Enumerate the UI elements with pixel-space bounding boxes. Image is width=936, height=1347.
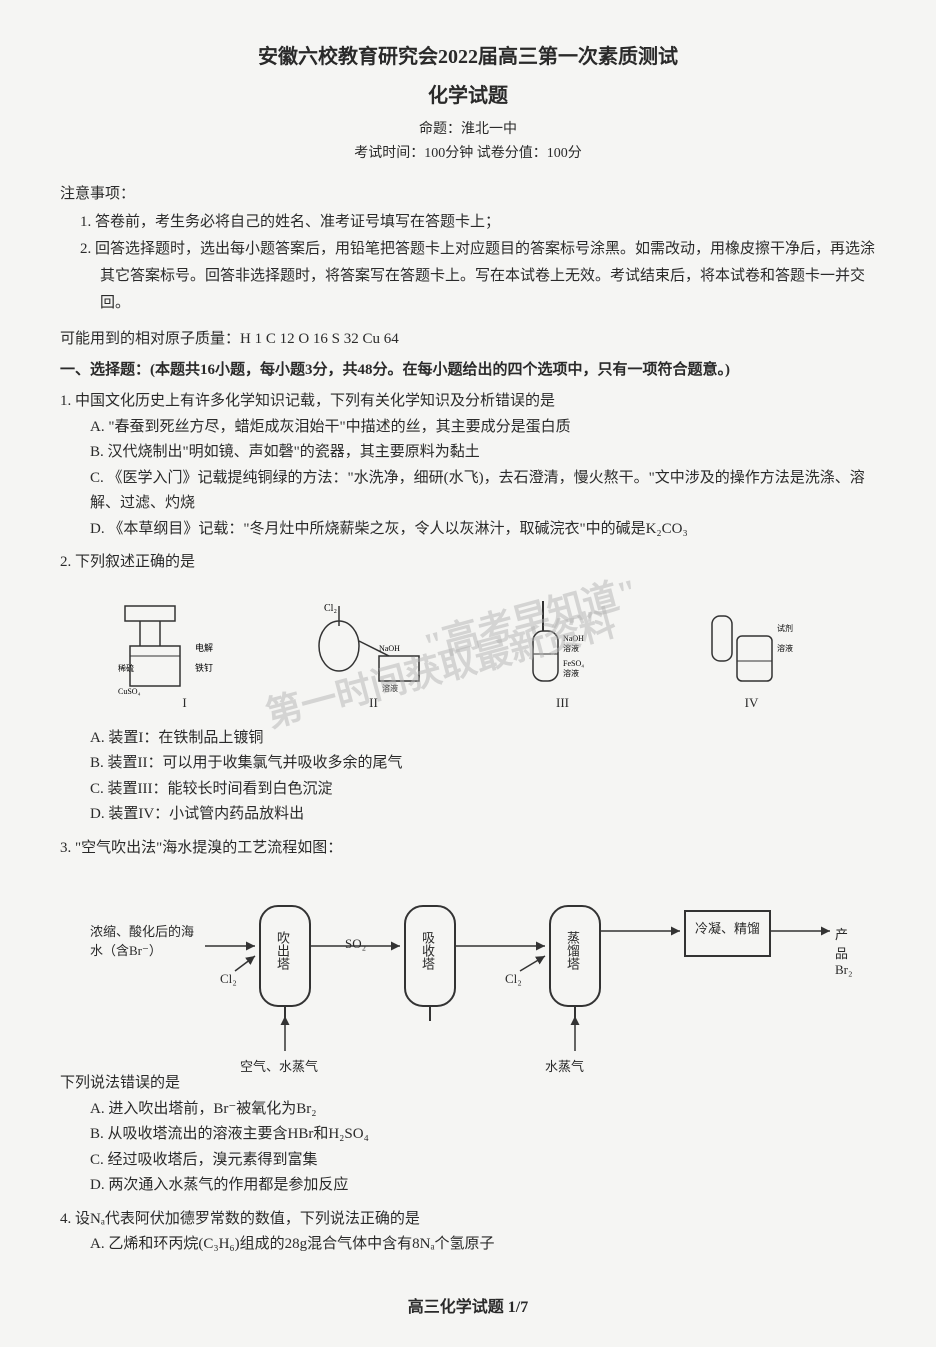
apparatus-3-label: III (493, 695, 633, 711)
svg-text:FeSO₄: FeSO₄ (563, 659, 584, 668)
exam-info: 考试时间：100分钟 试卷分值：100分 (60, 142, 876, 162)
q1-option-b: B. 汉代烧制出"明如镜、声如磬"的瓷器，其主要原料为黏土 (90, 440, 876, 466)
q3-flow-diagram: 浓缩、酸化后的海水（含Br⁻） 吹出塔 吸收塔 蒸馏塔 冷凝、精馏 产品Br₂ … (90, 876, 846, 1056)
question-4: 4. 设Nₐ代表阿伏加德罗常数的数值，下列说法正确的是 A. 乙烯和环丙烷(C₃… (60, 1207, 876, 1258)
q2-diagrams: 电解 铁钉 稀硫 CuSO₄ I Cl₂ NaOH 溶液 II NaOH 溶液 … (90, 591, 846, 711)
q2-option-d: D. 装置IV：小试管内药品放料出 (90, 802, 876, 828)
instructions: 1. 答卷前，考生务必将自己的姓名、准考证号填写在答题卡上； 2. 回答选择题时… (60, 209, 876, 317)
q3-option-b: B. 从吸收塔流出的溶液主要含HBr和H₂SO₄ (90, 1122, 876, 1148)
svg-text:稀硫: 稀硫 (118, 663, 134, 673)
q2-option-b: B. 装置II：可以用于收集氯气并吸收多余的尾气 (90, 751, 876, 777)
atomic-mass: 可能用到的相对原子质量：H 1 C 12 O 16 S 32 Cu 64 (60, 327, 876, 348)
apparatus-3: NaOH 溶液 FeSO₄ 溶液 III (493, 596, 633, 706)
flow-air: 空气、水蒸气 (240, 1056, 318, 1075)
apparatus-1-label: I (115, 695, 255, 711)
svg-text:溶液: 溶液 (563, 668, 579, 678)
flow-box-4: 冷凝、精馏 (695, 918, 760, 937)
q3-option-d: D. 两次通入水蒸气的作用都是参加反应 (90, 1173, 876, 1199)
q1-option-a: A. "春蚕到死丝方尽，蜡炬成灰泪始干"中描述的丝，其主要成分是蛋白质 (90, 415, 876, 441)
question-2-options: A. 装置I：在铁制品上镀铜 B. 装置II：可以用于收集氯气并吸收多余的尾气 … (60, 726, 876, 828)
flow-so2: SO₂ (345, 936, 366, 952)
question-1: 1. 中国文化历史上有许多化学知识记载，下列有关化学知识及分析错误的是 A. "… (60, 389, 876, 542)
q4-stem: 4. 设Nₐ代表阿伏加德罗常数的数值，下列说法正确的是 (60, 1207, 876, 1233)
exam-title-sub: 化学试题 (60, 79, 876, 108)
instruction-1: 1. 答卷前，考生务必将自己的姓名、准考证号填写在答题卡上； (80, 209, 876, 236)
section-1-header: 一、选择题：(本题共16小题，每小题3分，共48分。在每小题给出的四个选项中，只… (60, 358, 876, 379)
svg-text:试剂: 试剂 (777, 623, 793, 633)
q3-option-a: A. 进入吹出塔前，Br⁻被氧化为Br₂ (90, 1097, 876, 1123)
svg-text:电解: 电解 (195, 642, 213, 653)
svg-text:溶液: 溶液 (777, 643, 793, 653)
q1-option-c: C. 《医学入门》记载提纯铜绿的方法："水洗净，细研(水飞)，去石澄清，慢火熬干… (90, 466, 876, 517)
svg-text:铁钉: 铁钉 (195, 662, 213, 673)
svg-text:Cl₂: Cl₂ (324, 603, 337, 614)
exam-title-main: 安徽六校教育研究会2022届高三第一次素质测试 (60, 40, 876, 69)
apparatus-1: 电解 铁钉 稀硫 CuSO₄ I (115, 596, 255, 706)
q1-option-d: D. 《本草纲目》记载："冬月灶中所烧薪柴之灰，令人以灰淋汁，取碱浣衣"中的碱是… (90, 517, 876, 543)
flow-steam: 水蒸气 (545, 1056, 584, 1075)
svg-text:NaOH: NaOH (379, 644, 400, 653)
q1-stem: 1. 中国文化历史上有许多化学知识记载，下列有关化学知识及分析错误的是 (60, 389, 876, 415)
flow-tower-3: 蒸馏塔 (563, 931, 582, 970)
page-footer: 高三化学试题 1/7 (0, 1293, 936, 1317)
question-3-substem: 下列说法错误的是 A. 进入吹出塔前，Br⁻被氧化为Br₂ B. 从吸收塔流出的… (60, 1071, 876, 1199)
flow-input: 浓缩、酸化后的海水（含Br⁻） (90, 921, 205, 959)
flow-cl2-2: Cl₂ (505, 971, 522, 987)
notes-label: 注意事项： (60, 182, 876, 203)
flow-cl2-1: Cl₂ (220, 971, 237, 987)
flow-tower-1: 吹出塔 (273, 931, 292, 970)
q2-option-c: C. 装置III：能较长时间看到白色沉淀 (90, 777, 876, 803)
question-2: 2. 下列叙述正确的是 (60, 550, 876, 576)
svg-text:溶液: 溶液 (563, 643, 579, 653)
flow-tower-2: 吸收塔 (418, 931, 437, 970)
flow-output: 产品Br₂ (835, 924, 853, 978)
q2-option-a: A. 装置I：在铁制品上镀铜 (90, 726, 876, 752)
svg-text:溶液: 溶液 (382, 683, 398, 693)
apparatus-4-label: IV (682, 695, 822, 711)
question-3: 3. "空气吹出法"海水提溴的工艺流程如图： (60, 836, 876, 862)
svg-text:NaOH: NaOH (563, 634, 584, 643)
apparatus-4: 试剂 溶液 IV (682, 596, 822, 706)
school-name: 命题：淮北一中 (60, 118, 876, 138)
q3-option-c: C. 经过吸收塔后，溴元素得到富集 (90, 1148, 876, 1174)
apparatus-2-label: II (304, 695, 444, 711)
q3-stem: 3. "空气吹出法"海水提溴的工艺流程如图： (60, 836, 876, 862)
apparatus-2: Cl₂ NaOH 溶液 II (304, 596, 444, 706)
q4-option-a: A. 乙烯和环丙烷(C₃H₆)组成的28g混合气体中含有8Nₐ个氢原子 (90, 1232, 876, 1258)
q2-stem: 2. 下列叙述正确的是 (60, 550, 876, 576)
instruction-2: 2. 回答选择题时，选出每小题答案后，用铅笔把答题卡上对应题目的答案标号涂黑。如… (80, 236, 876, 317)
